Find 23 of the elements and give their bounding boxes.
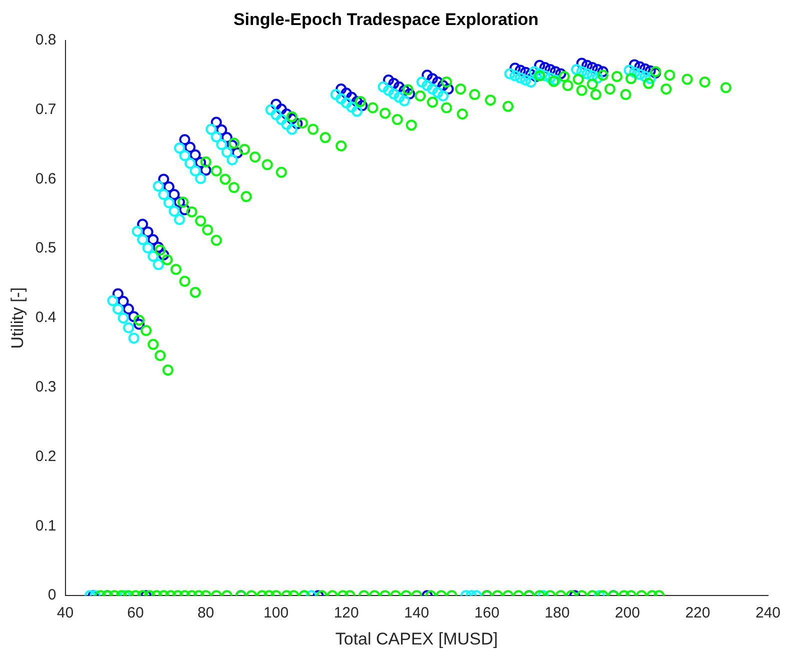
x-tick-label: 80 — [197, 604, 214, 622]
x-tick-label: 60 — [127, 604, 144, 622]
x-tick-label: 160 — [474, 604, 500, 622]
y-tick-label: 0.1 — [35, 517, 56, 534]
x-tick-label: 200 — [614, 604, 640, 622]
y-tick-label: 0.8 — [35, 32, 56, 49]
x-tick-label: 220 — [685, 604, 710, 622]
y-tick-label: 0.2 — [35, 448, 56, 465]
x-tick-label: 120 — [334, 604, 359, 622]
chart-title: Single-Epoch Tradespace Exploration — [233, 10, 539, 29]
x-tick-label: 40 — [56, 604, 74, 622]
y-tick-label: 0.3 — [35, 378, 56, 396]
y-tick-label: 0.7 — [35, 100, 56, 118]
y-tick-label: 0.4 — [35, 309, 56, 326]
y-axis-title: Utility [-] — [8, 287, 27, 349]
x-tick-label: 140 — [404, 604, 430, 622]
x-tick-label: 100 — [264, 604, 289, 622]
y-tick-label: 0 — [48, 586, 56, 604]
x-axis-title: Total CAPEX [MUSD] — [335, 629, 498, 648]
x-tick-label: 240 — [755, 604, 781, 622]
y-tick-label: 0.5 — [35, 240, 56, 257]
y-tick-label: 0.6 — [35, 170, 56, 188]
x-tick-label: 180 — [544, 604, 570, 622]
